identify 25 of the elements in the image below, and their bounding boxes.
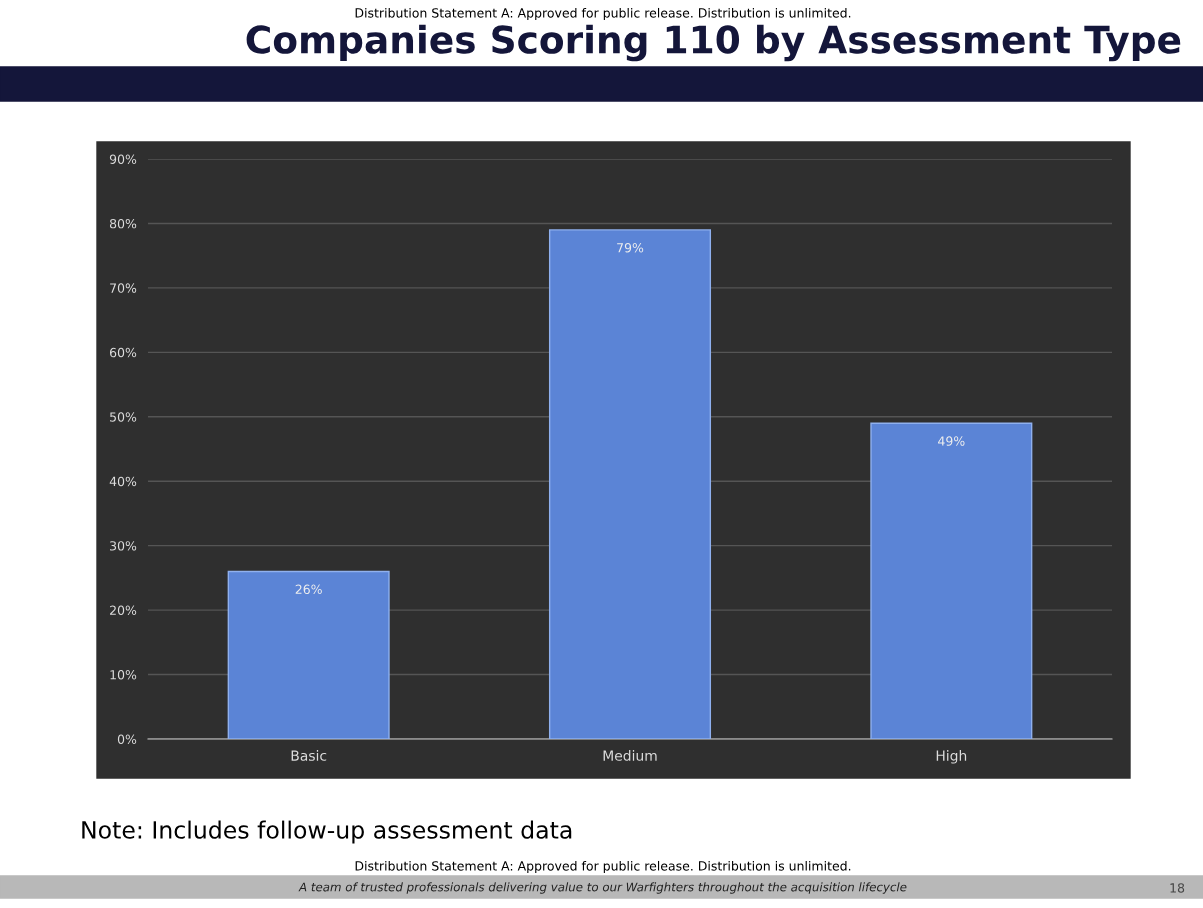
y-tick-label: 0% [117, 734, 137, 744]
text: Note: Includes follow-up assessment data [82, 820, 572, 844]
x-tick-label: Medium [603, 750, 657, 761]
data-label: 79% [617, 243, 644, 253]
y-tick-label: 10% [110, 670, 137, 680]
bar [548, 229, 712, 739]
bar [870, 422, 1033, 739]
y-tick-label: 90% [109, 154, 137, 164]
y-tick-label: 60% [109, 347, 137, 358]
text: A team of trusted professionals delivering value to our Warfighters throughout the acquisition lifecycle [298, 882, 907, 894]
x-tick-label: High [936, 750, 967, 764]
y-tick-label: 40% [109, 476, 137, 487]
y-tick-label: 50% [110, 412, 137, 422]
data-label: 26% [295, 584, 322, 595]
y-tick-label: 30% [110, 541, 137, 551]
text: 18 [1170, 883, 1185, 893]
y-tick-label: 20% [110, 605, 137, 616]
data-label: 49% [938, 436, 965, 446]
x-tick-label: Basic [291, 750, 327, 761]
text: Distribution Statement A: Approved for public release. Distribution is unlimited. [355, 860, 851, 874]
y-tick-label: 80% [109, 218, 137, 229]
text: Distribution Statement A: Approved for public release. Distribution is unlimited. [355, 7, 851, 21]
chart-title: Companies Scoring 110 by Assessment Type [246, 24, 1181, 62]
y-tick-label: 70% [110, 283, 137, 293]
bar [227, 570, 390, 739]
